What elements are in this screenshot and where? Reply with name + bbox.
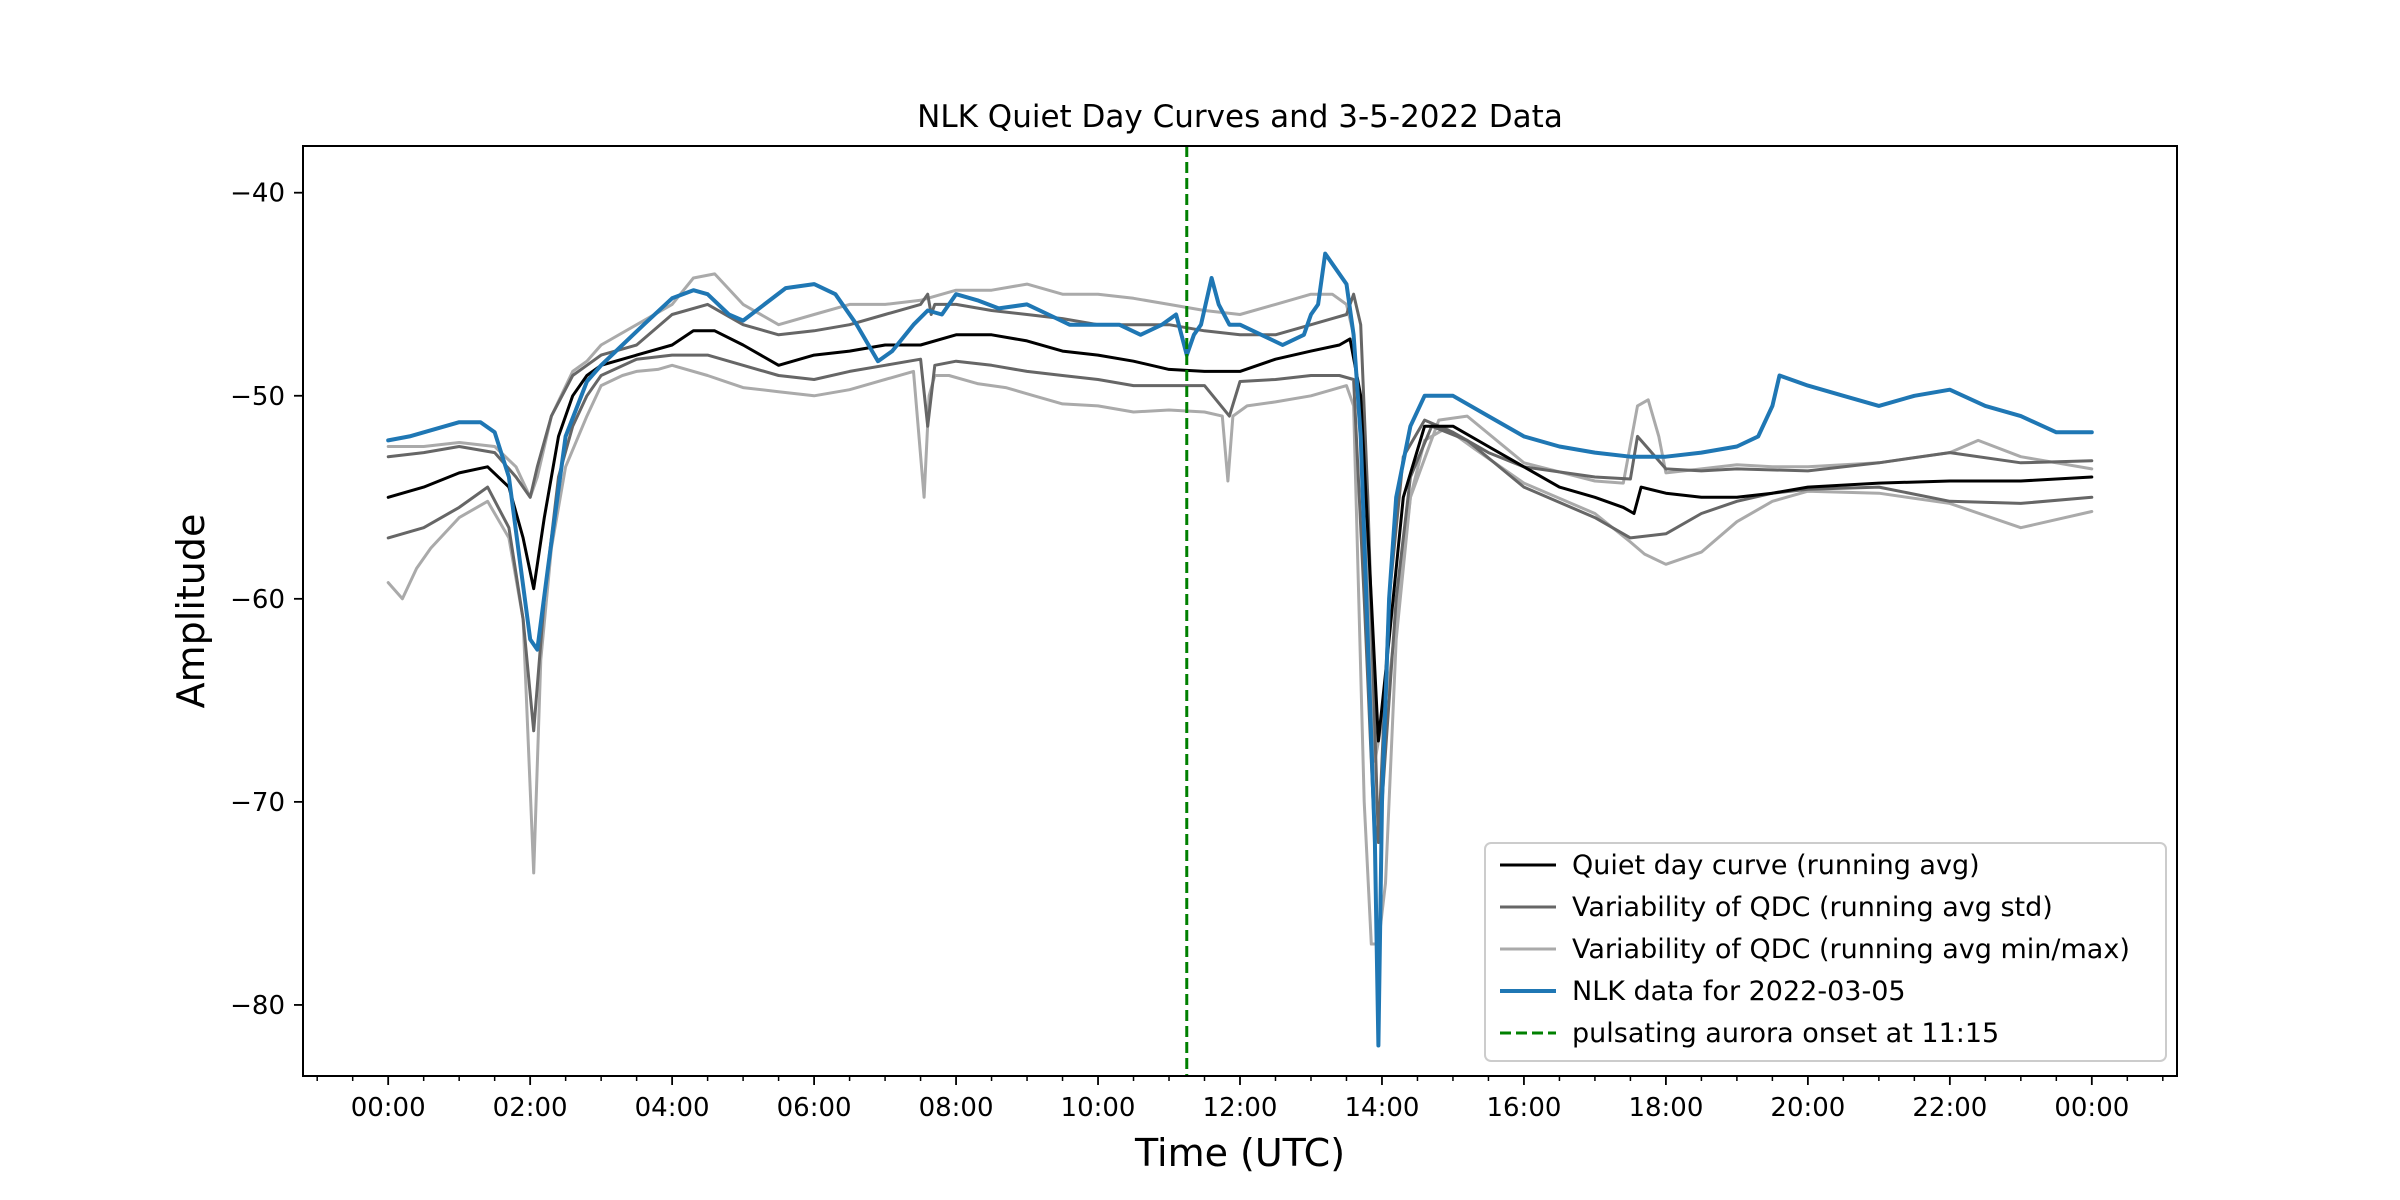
x-tick-label: 22:00 — [1912, 1093, 1987, 1123]
x-tick-label: 02:00 — [493, 1093, 568, 1123]
legend: Quiet day curve (running avg) Variability… — [1484, 842, 2167, 1062]
legend-label-variability-of-qdc-running-avg-std: Variability of QDC (running avg std) — [1572, 892, 2053, 923]
legend-label-nlk-data-for-2022-03-05: NLK data for 2022-03-05 — [1572, 976, 1906, 1007]
x-tick-label: 08:00 — [919, 1093, 994, 1123]
y-tick-label: −40 — [230, 179, 285, 209]
x-tick-label: 16:00 — [1486, 1093, 1561, 1123]
x-axis: 00:00 02:00 04:00 06:00 08:00 10:00 12:00 14:00… — [316, 1076, 2164, 1123]
legend-box — [1484, 842, 2167, 1062]
y-axis: −40 −50 −60 −70 −80 — [230, 179, 303, 1021]
legend-label-variability-of-qdc-running-avg-min-max: Variability of QDC (running avg min/max) — [1572, 934, 2130, 965]
x-tick-label: 14:00 — [1345, 1093, 1420, 1123]
x-axis-title: Time (UTC) — [1134, 1131, 1345, 1175]
x-tick-label: 10:00 — [1061, 1093, 1136, 1123]
y-tick-label: −70 — [230, 788, 285, 818]
y-tick-label: −80 — [230, 991, 285, 1021]
x-tick-label: 12:00 — [1203, 1093, 1278, 1123]
y-tick-label: −50 — [230, 382, 285, 412]
legend-items: Quiet day curve (running avg) Variability… — [1500, 850, 2130, 1049]
x-tick-label: 00:00 — [351, 1093, 426, 1123]
legend-label-pulsating-aurora-onset-at-11-15: pulsating aurora onset at 11:15 — [1572, 1018, 1999, 1049]
x-tick-label: 06:00 — [777, 1093, 852, 1123]
x-tick-label: 20:00 — [1770, 1093, 1845, 1123]
legend-label-quiet-day-curve-running-avg: Quiet day curve (running avg) — [1572, 850, 1980, 881]
chart-title: NLK Quiet Day Curves and 3-5-2022 Data — [917, 99, 1563, 135]
x-tick-label: 18:00 — [1628, 1093, 1703, 1123]
series-line-variability-of-qdc-running-avg-std-2 — [386, 353, 2094, 844]
x-tick-label: 04:00 — [635, 1093, 710, 1123]
y-axis-title: Amplitude — [169, 514, 213, 709]
series-line-variability-of-qdc-running-avg-min-max-0 — [386, 363, 2094, 946]
x-tick-label: 00:00 — [2054, 1093, 2129, 1123]
y-tick-label: −60 — [230, 585, 285, 615]
series-layer — [386, 251, 2094, 1048]
series-line-nlk-data-for-2022-03-05-5 — [386, 251, 2094, 1048]
